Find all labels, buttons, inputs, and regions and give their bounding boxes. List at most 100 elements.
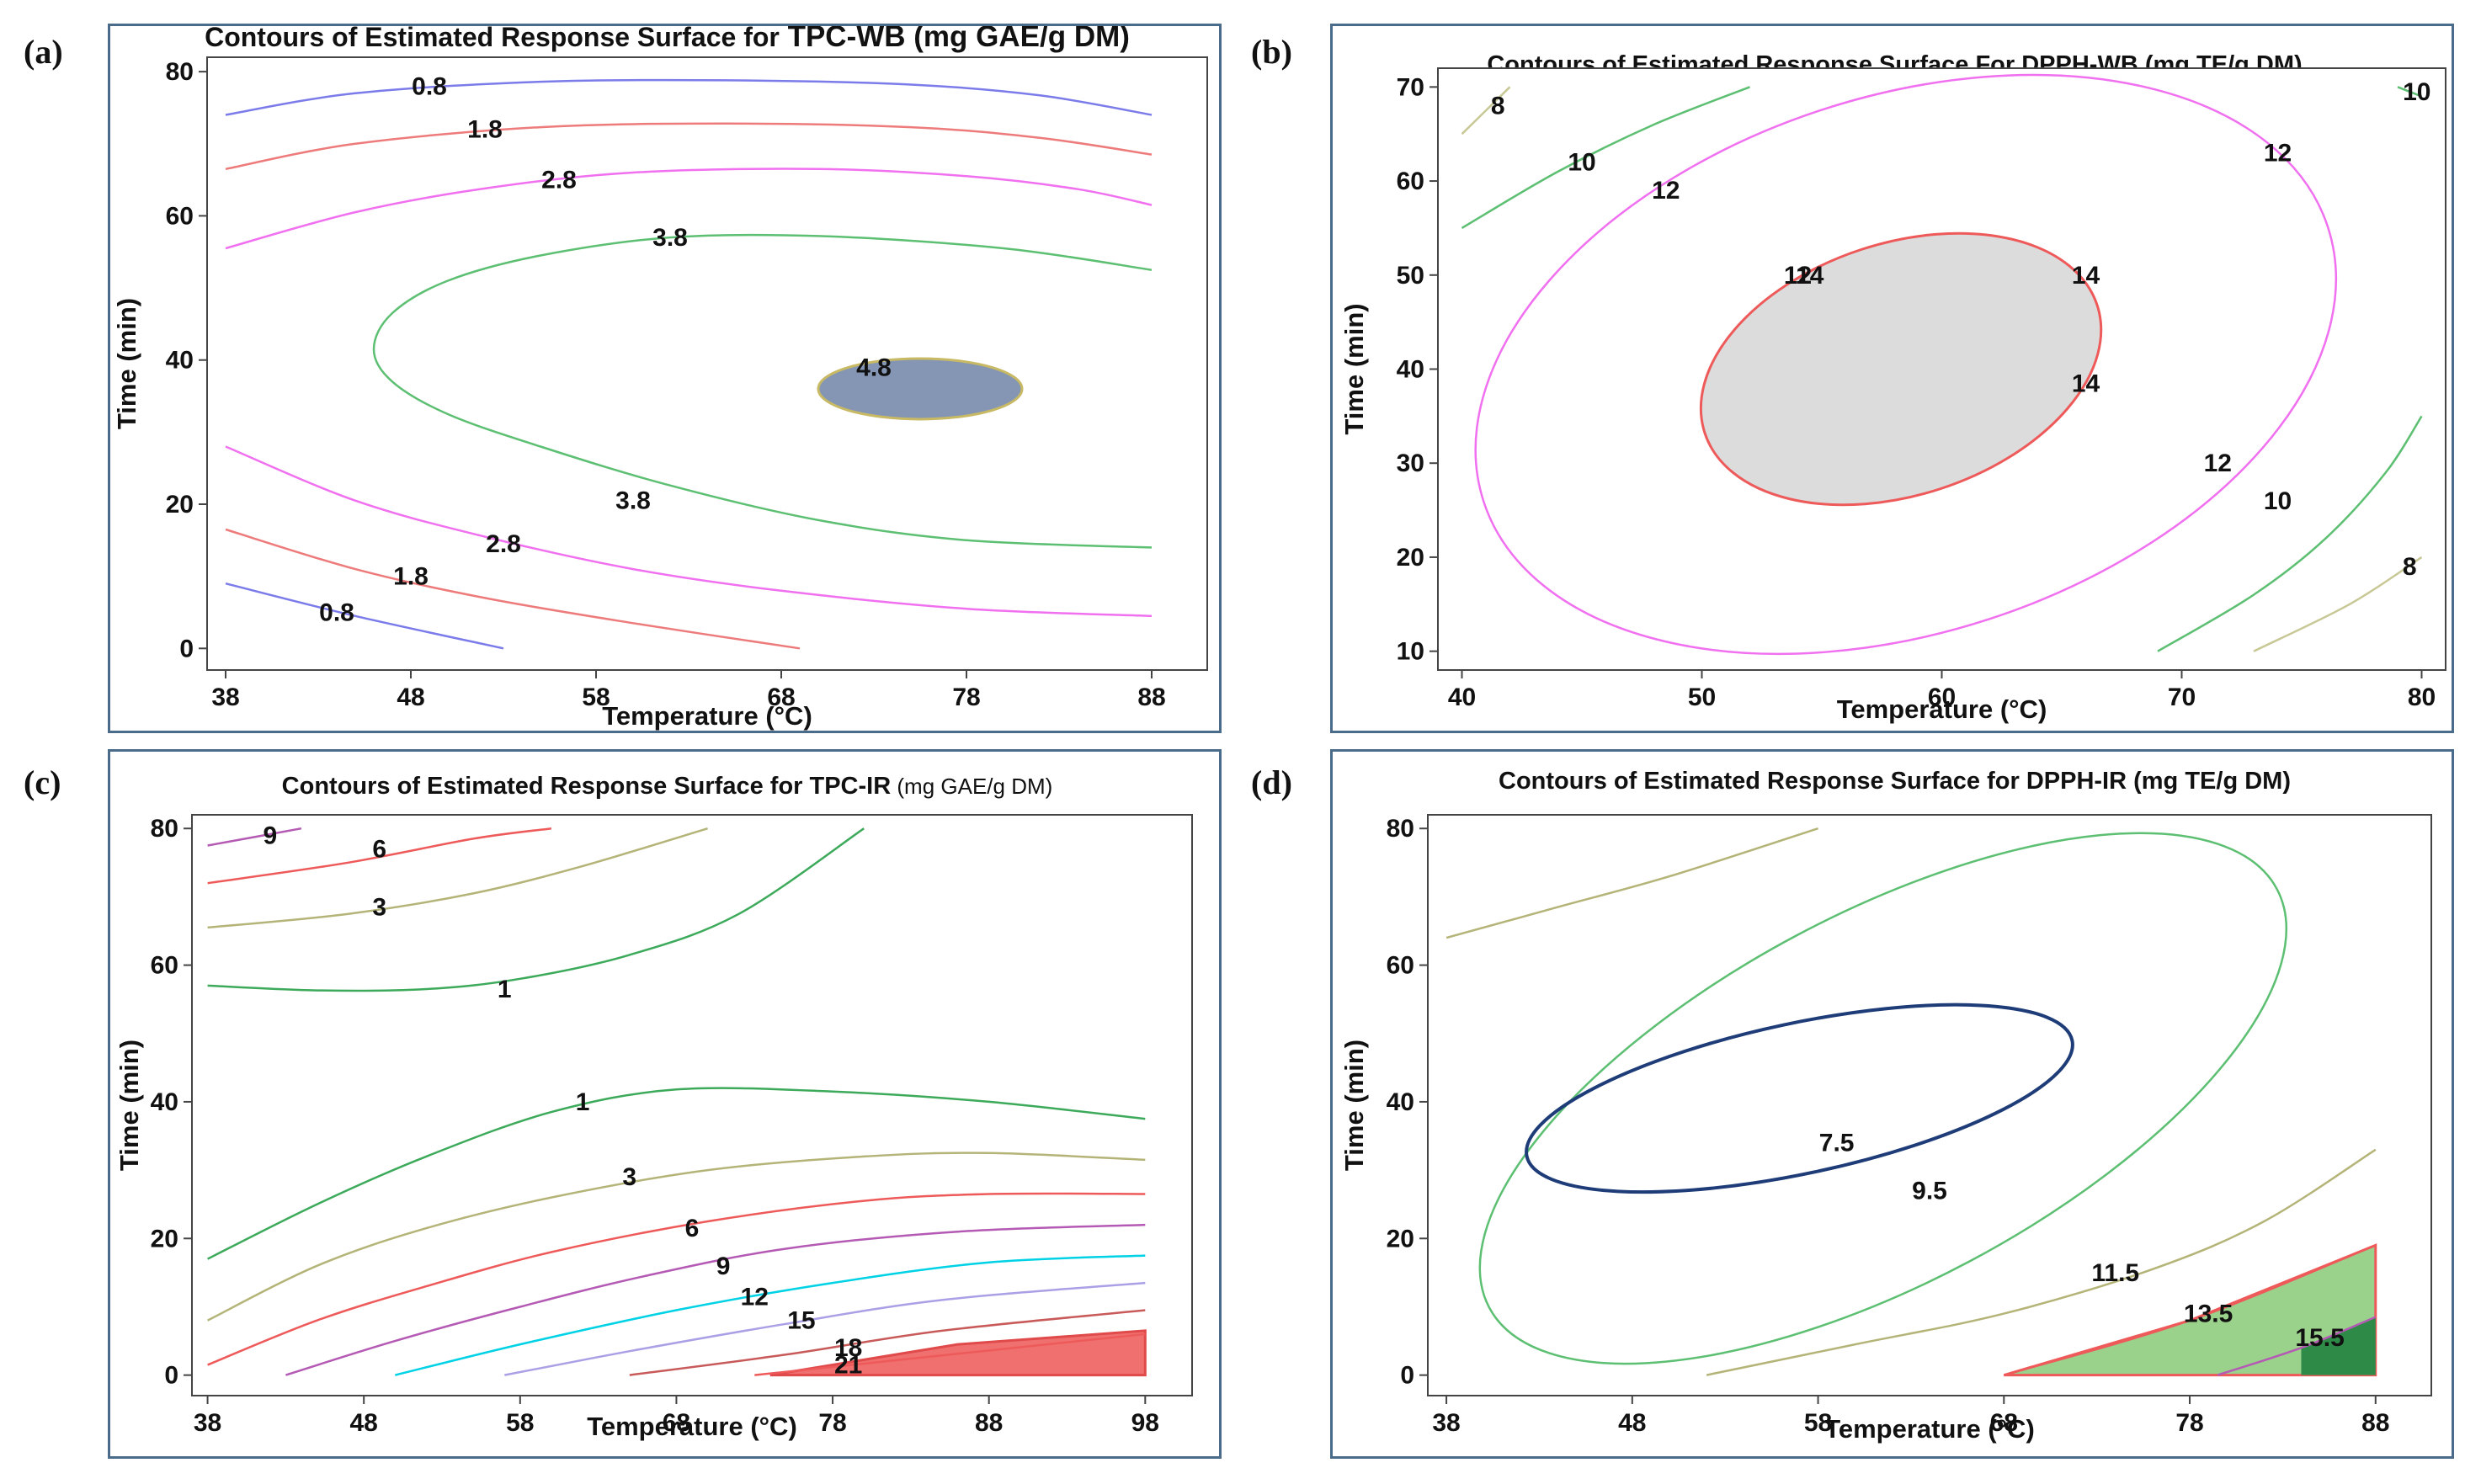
contour-label-12: 12 [1784, 262, 1812, 290]
contour-line-3-8 [372, 233, 1153, 549]
contour-line-15-5 [2217, 1316, 2377, 1376]
contour-line-3 [207, 827, 708, 929]
contour-line-9 [285, 1223, 1146, 1376]
contour-line-15 [504, 1281, 1146, 1376]
contour-plot-d: Contours of Estimated Response Surface f… [1339, 768, 2432, 1444]
y-axis-label: Time (min) [114, 1040, 144, 1171]
contour-label-12: 12 [2204, 449, 2232, 477]
x-tick-label: 68 [767, 683, 795, 711]
y-tick-label: 20 [166, 491, 194, 519]
contour-region-15-5 [2301, 1316, 2376, 1375]
contour-label-1: 1 [498, 976, 512, 1003]
contour-region-14 [1699, 231, 2103, 507]
contour-line-10 [2157, 415, 2423, 652]
x-tick-label: 58 [506, 1409, 534, 1437]
y-tick-label: 40 [166, 347, 194, 375]
contour-label-10: 10 [1568, 149, 1595, 177]
x-tick-label: 40 [1448, 683, 1476, 711]
x-tick-label: 88 [975, 1409, 1003, 1437]
contour-line-21 [754, 1332, 1146, 1376]
contour-line-1 [207, 1087, 1146, 1260]
contour-line-2-8 [225, 445, 1153, 618]
contour-label-1-8: 1.8 [393, 563, 429, 591]
contour-line-6 [207, 827, 552, 885]
contour-label-2-8: 2.8 [541, 167, 577, 194]
contour-line-9-5 [1478, 832, 2288, 1365]
x-tick-label: 70 [2168, 683, 2196, 711]
contour-label-8: 8 [1491, 93, 1505, 120]
plot-area [191, 814, 1193, 1396]
contour-label-15: 15 [787, 1307, 815, 1335]
contour-line-13-5 [2003, 1244, 2377, 1376]
x-tick-label: 88 [1137, 683, 1165, 711]
x-tick-label: 48 [397, 683, 424, 711]
x-axis-label: Temperature (°C) [602, 701, 812, 731]
contour-line-12 [395, 1254, 1146, 1376]
contour-line-9 [207, 827, 302, 847]
y-tick-label: 60 [1387, 952, 1414, 980]
y-tick-label: 80 [151, 815, 178, 843]
chart-panel-d: Contours of Estimated Response Surface f… [1330, 749, 2454, 1459]
x-tick-label: 68 [663, 1409, 690, 1437]
y-tick-label: 30 [1397, 449, 1424, 477]
contour-label-18: 18 [834, 1334, 862, 1362]
x-tick-label: 48 [350, 1409, 378, 1437]
contour-label-14: 14 [2072, 370, 2100, 397]
contour-plot-c: Contours of Estimated Response Surface f… [114, 773, 1193, 1441]
y-tick-label: 50 [1397, 262, 1424, 290]
contour-line-8 [2253, 556, 2423, 652]
x-tick-label: 88 [2361, 1409, 2389, 1437]
contour-line-1-8 [225, 528, 801, 650]
x-tick-label: 38 [194, 1409, 221, 1437]
contour-line-18 [629, 1309, 1146, 1376]
contour-label-15-5: 15.5 [2295, 1324, 2344, 1352]
contour-line-8 [1461, 86, 1511, 136]
x-axis-label: Temperature (°C) [1837, 694, 2047, 724]
contour-label-9-5: 9.5 [1912, 1177, 1947, 1205]
contour-label-13-5: 13.5 [2184, 1300, 2233, 1328]
contour-line-0-8 [225, 582, 504, 650]
panel-label-b: (b) [1251, 33, 1292, 71]
contour-label-12: 12 [741, 1283, 769, 1311]
x-tick-label: 38 [1432, 1409, 1460, 1437]
y-tick-label: 0 [164, 1362, 178, 1390]
x-tick-label: 58 [582, 683, 610, 711]
chart-title: Contours of Estimated Response Surface f… [205, 26, 1130, 53]
contour-label-7-5: 7.5 [1819, 1130, 1855, 1157]
x-tick-label: 60 [1928, 683, 1956, 711]
y-tick-label: 20 [1387, 1225, 1414, 1253]
chart-title: Contours of Estimated Response Surface f… [282, 773, 1053, 800]
chart-title-bold: TPC-WB (mg GAE/g DM) [780, 26, 1130, 53]
y-tick-label: 0 [1400, 1362, 1414, 1390]
panel-label-c: (c) [24, 763, 61, 801]
contour-line-7-5 [1525, 1003, 2074, 1194]
y-tick-label: 80 [1387, 815, 1414, 843]
y-tick-label: 10 [1397, 638, 1424, 666]
contour-line-2-8 [225, 168, 1153, 250]
contour-label-3: 3 [372, 894, 386, 922]
contour-label-3: 3 [622, 1163, 636, 1191]
x-tick-label: 58 [1804, 1409, 1832, 1437]
chart-panel-a: Contours of Estimated Response Surface f… [108, 24, 1222, 733]
contour-line-0-8 [225, 78, 1153, 116]
x-tick-label: 80 [2408, 683, 2436, 711]
x-axis-label: Temperature (°C) [1824, 1414, 2035, 1444]
x-tick-label: 48 [1618, 1409, 1646, 1437]
contour-line-11-5 [1445, 827, 1818, 939]
contour-label-11-5: 11.5 [2091, 1259, 2139, 1287]
contour-line-12 [1474, 73, 2338, 656]
contour-label-12: 12 [2264, 140, 2292, 168]
contour-label-4-8: 4.8 [856, 354, 892, 381]
contour-line-10 [2397, 86, 2422, 98]
contour-line-10 [1461, 86, 1750, 229]
contour-label-6: 6 [372, 836, 386, 864]
x-tick-label: 78 [2175, 1409, 2203, 1437]
contour-label-0-8: 0.8 [412, 72, 447, 100]
contour-label-9: 9 [716, 1253, 731, 1280]
x-tick-label: 78 [952, 683, 980, 711]
y-tick-label: 20 [151, 1225, 178, 1253]
contour-label-10: 10 [2403, 78, 2430, 106]
contour-label-10: 10 [2264, 487, 2292, 515]
y-tick-label: 20 [1397, 544, 1424, 572]
chart-title: Contours of Estimated Response Surface f… [1499, 768, 2291, 795]
